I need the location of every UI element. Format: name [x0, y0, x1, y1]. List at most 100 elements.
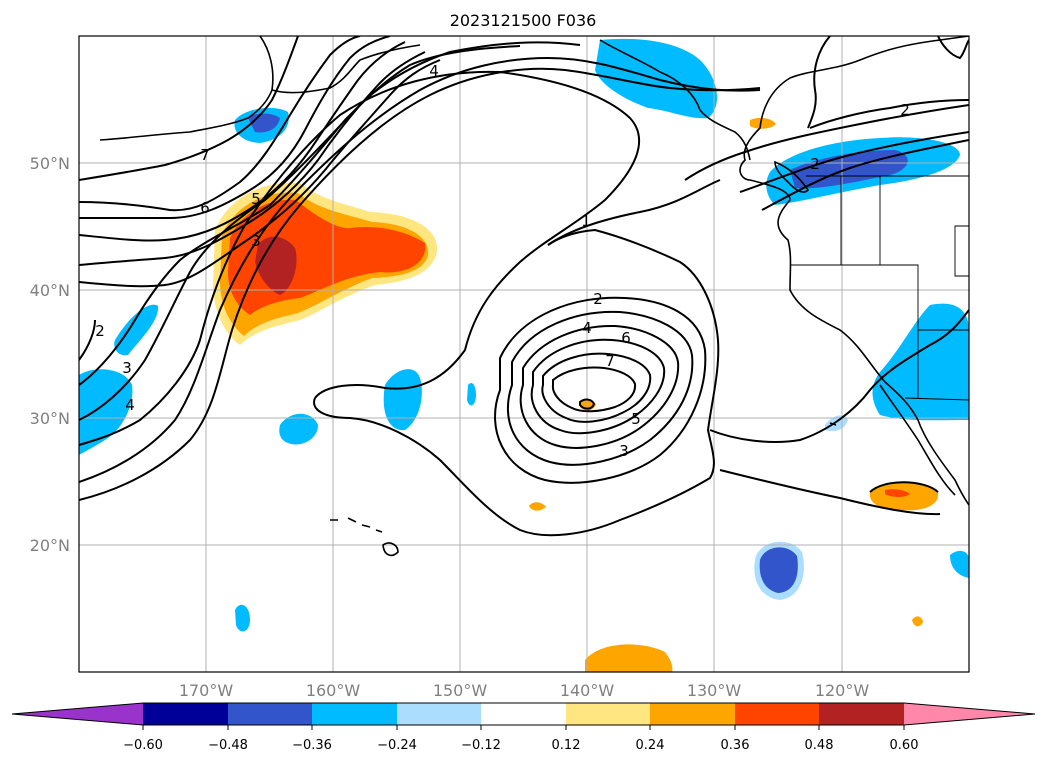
islands-hawaii [330, 517, 399, 557]
anomaly-negative-region [759, 547, 798, 593]
colorbar-label: −0.36 [292, 738, 332, 753]
colorbar-label: 0.60 [890, 738, 919, 753]
contour-line [684, 104, 969, 181]
anomaly-positive-region [750, 117, 776, 129]
contour-line [519, 324, 680, 449]
colorbar-label: 0.12 [552, 738, 581, 753]
contour-line [79, 59, 441, 361]
plot-frame [78, 35, 970, 673]
anomaly-positive-region [255, 236, 297, 295]
lon-label: 140°W [560, 681, 615, 700]
colorbar-segment [397, 703, 481, 725]
lat-label: 30°N [30, 409, 70, 428]
colorbar: −0.60 −0.48 −0.36 −0.24 −0.12 0.12 0.24 … [11, 702, 1036, 753]
anomaly-negative-region [383, 369, 422, 431]
contour-line [541, 352, 652, 423]
lon-label: 120°W [815, 681, 870, 700]
anomaly-negative-region [279, 413, 318, 445]
contour-line [579, 398, 596, 410]
contour-line [494, 296, 707, 484]
anomaly-positive-region [912, 616, 923, 627]
contour-line [739, 131, 969, 193]
border-us-mexico [904, 397, 969, 401]
map-title: 2023121500 F036 [450, 11, 597, 30]
contour-line [79, 51, 426, 266]
contour-line [79, 36, 299, 181]
coastlines [99, 36, 969, 557]
anomaly-negative-region [467, 383, 476, 406]
colorbar-segment [819, 703, 904, 725]
contour-label: 2 [95, 322, 105, 340]
colorbar-segment [143, 703, 228, 725]
contour-line [719, 469, 941, 516]
colorbar-segment [312, 703, 397, 725]
contour-label: 3 [251, 232, 261, 250]
contour-line [79, 45, 521, 386]
coastline-alaska-panhandle [599, 39, 751, 161]
contour-line [709, 309, 969, 443]
lat-label: 20°N [30, 536, 70, 555]
colorbar-label: −0.24 [377, 738, 417, 753]
contour-line [807, 36, 969, 129]
contour-line [79, 36, 361, 212]
border-state [790, 176, 969, 398]
lon-labels: 170°W 160°W 150°W 140°W 130°W 120°W [179, 681, 870, 700]
anomaly-positive-region [585, 644, 673, 672]
contour-label: 4 [125, 396, 135, 414]
anomaly-positive-region [885, 489, 910, 497]
colorbar-segment [650, 703, 735, 725]
lon-label: 130°W [687, 681, 742, 700]
contour-label: 7 [605, 352, 615, 370]
contour-label: 2 [593, 290, 603, 308]
political-borders [790, 175, 969, 401]
contour-label: 7 [200, 146, 210, 164]
contour-line [313, 228, 720, 537]
contour-label: 4 [582, 319, 592, 337]
colorbar-segment [904, 703, 1035, 725]
contour-line [937, 36, 969, 60]
anomaly-negative-region [235, 604, 250, 632]
plot-background [79, 36, 969, 672]
contour-line [79, 41, 406, 242]
contour-line [79, 41, 581, 421]
contour-label: 6 [621, 329, 631, 347]
lon-label: 150°W [433, 681, 488, 700]
contour-line [761, 139, 969, 211]
lon-label: 170°W [179, 681, 234, 700]
contour-label: 3 [619, 442, 629, 460]
colorbar-label: 0.24 [636, 738, 665, 753]
lat-labels: 50°N 40°N 30°N 20°N [30, 154, 70, 555]
coastline-north-america [739, 36, 969, 506]
colorbar-segment [566, 703, 650, 725]
anomaly-negative-region [114, 304, 159, 356]
plot-area [79, 36, 969, 672]
contour-label: 1 [581, 212, 591, 230]
colorbar-segment [735, 703, 819, 725]
lon-label: 160°W [306, 681, 361, 700]
contour-line [79, 36, 391, 220]
contour-label: 3 [122, 359, 132, 377]
colorbar-label: −0.48 [208, 738, 248, 753]
contour-label: 2 [810, 155, 820, 173]
coastline-baja [879, 384, 956, 496]
colorbar-label: −0.60 [123, 738, 163, 753]
contour-line [530, 338, 666, 435]
colorbar-segment [481, 703, 566, 725]
anomaly-negative-region [872, 303, 969, 421]
colorbar-label: 0.48 [805, 738, 834, 753]
lat-label: 50°N [30, 154, 70, 173]
contour-line [547, 179, 721, 246]
contour-line [79, 70, 640, 446]
contour-label: 6 [200, 199, 210, 217]
contour-label: 2 [900, 101, 910, 119]
contour-label: 5 [251, 190, 261, 208]
colorbar-label: 0.36 [721, 738, 750, 753]
anomaly-negative-region [950, 550, 969, 578]
contour-lines [79, 36, 969, 537]
contour-line [551, 366, 637, 413]
contour-line [507, 310, 694, 466]
lat-label: 40°N [30, 281, 70, 300]
contour-labels: 1 2 3 4 5 6 7 2 3 4 5 6 7 3 4 2 2 [95, 62, 910, 460]
colorbar-segment [12, 703, 143, 725]
